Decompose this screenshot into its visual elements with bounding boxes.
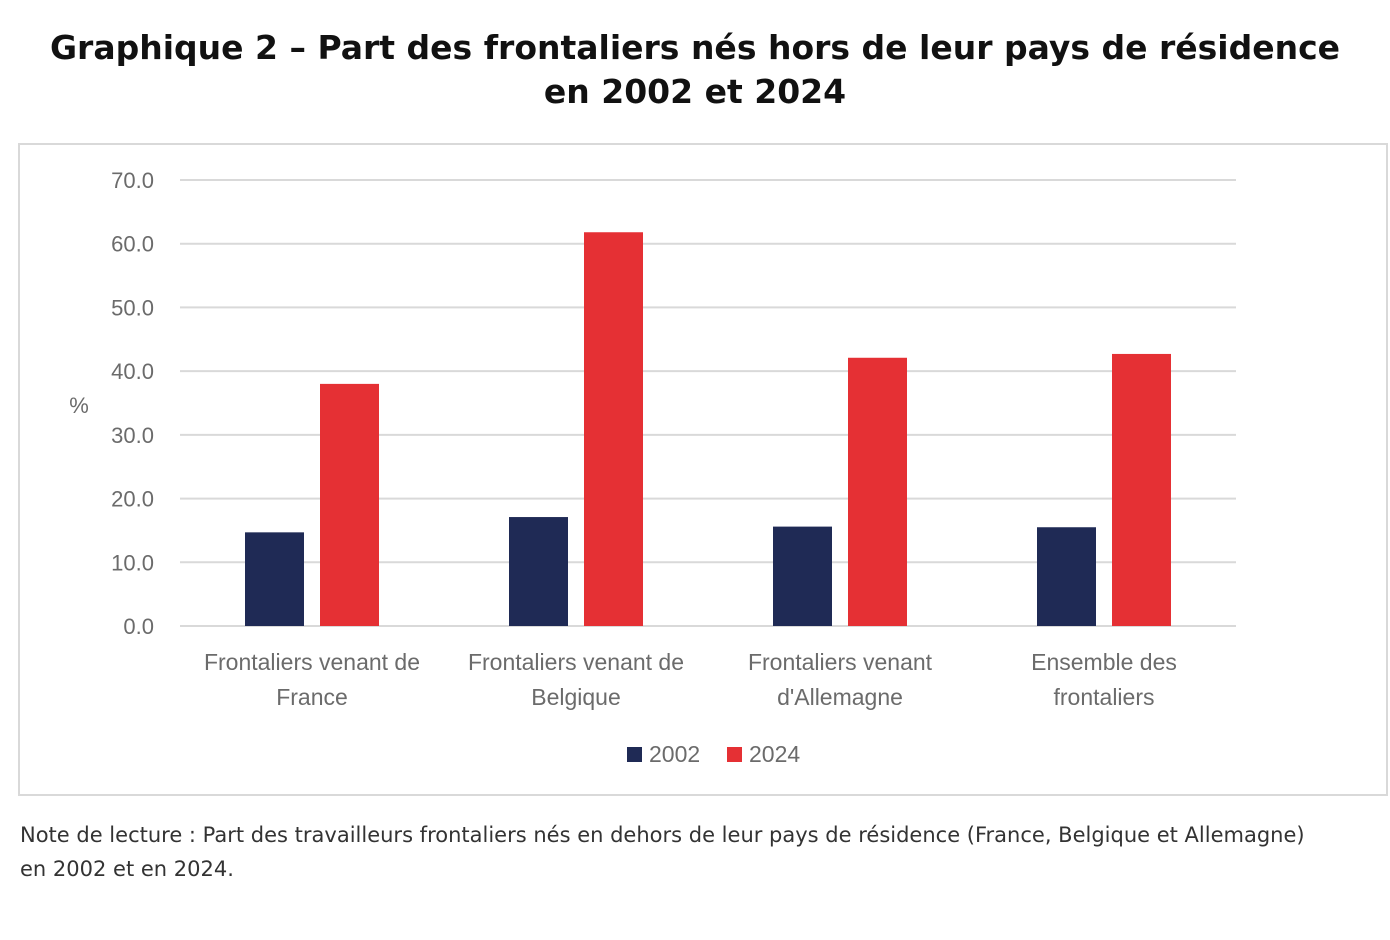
y-axis-label: % [69,393,89,418]
bar-2024 [848,357,907,626]
bar-2002 [245,532,304,626]
bar-2002 [1037,527,1096,626]
legend-label: 2002 [649,741,700,767]
y-tick-label: 10.0 [111,550,154,575]
bar-2024 [320,383,379,626]
y-tick-label: 0.0 [123,614,154,639]
y-tick-label: 60.0 [111,232,154,257]
reading-note: Note de lecture : Part des travailleurs … [20,818,1380,886]
x-tick-label: France [276,684,348,710]
bar-2002 [509,517,568,626]
legend-swatch [727,747,742,762]
x-tick-label: Ensemble des [1031,649,1177,675]
y-tick-label: 50.0 [111,295,154,320]
x-tick-label: Frontaliers venant [748,649,933,675]
chart-area: 0.0 10.0 20.0 30.0 40.0 50.0 60.0 70.0% Frontali… [18,143,1388,796]
y-tick-label: 40.0 [111,359,154,384]
reading-note-line1: Note de lecture : Part des travailleurs … [20,823,1305,847]
y-tick-label: 20.0 [111,487,154,512]
reading-note-line2: en 2002 et en 2024. [20,857,234,881]
bar-2024 [584,232,643,626]
x-tick-label: Frontaliers venant de [468,649,684,675]
bar-chart: 0.0 10.0 20.0 30.0 40.0 50.0 60.0 70.0% Frontali… [69,168,1236,767]
legend-swatch [627,747,642,762]
bar-2002 [773,526,832,626]
y-tick-label: 30.0 [111,423,154,448]
x-tick-label: Belgique [531,684,621,710]
x-tick-label: d'Allemagne [777,684,903,710]
chart-title-line1: Graphique 2 – Part des frontaliers nés h… [49,28,1341,67]
x-tick-label: Frontaliers venant de [204,649,420,675]
x-tick-label: frontaliers [1054,684,1155,710]
chart-title: Graphique 2 – Part des frontaliers nés h… [0,26,1390,114]
bar-2024 [1112,353,1171,626]
chart-title-line2: en 2002 et 2024 [543,72,847,111]
legend-label: 2024 [749,741,800,767]
y-tick-label: 70.0 [111,168,154,193]
